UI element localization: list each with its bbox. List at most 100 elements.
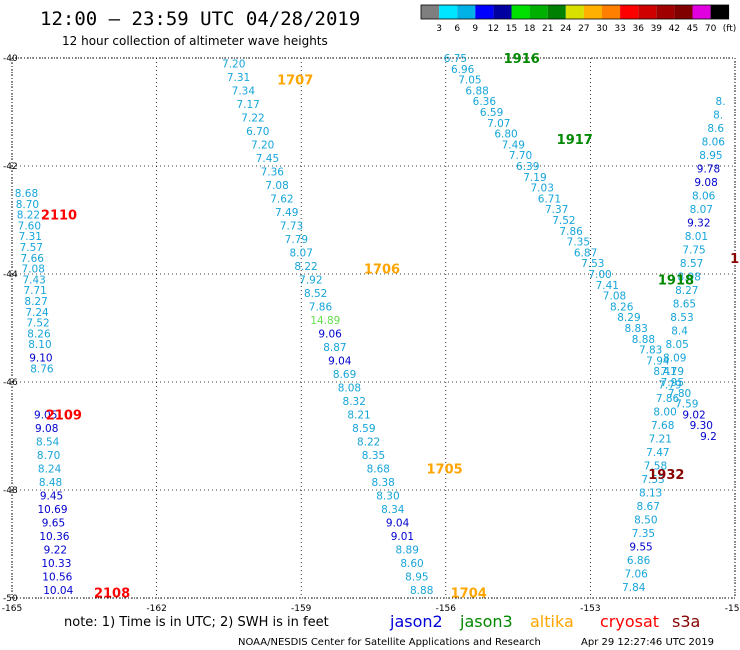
swh-value: 6.87	[574, 247, 597, 259]
swh-value: 8.22	[17, 210, 40, 222]
swh-value: 7.52	[552, 215, 575, 227]
swh-value: 8.76	[30, 364, 54, 376]
swh-value: 14.89	[310, 315, 340, 327]
swh-value: 7.06	[624, 569, 648, 581]
swh-value: 9.04	[386, 517, 410, 529]
swh-value: 8.29	[617, 312, 640, 324]
swh-value: 8.57	[680, 258, 703, 270]
swh-value: 8.13	[639, 488, 662, 500]
swh-value: 8.07	[290, 247, 313, 259]
swh-value: 7.45	[256, 153, 279, 165]
swh-value: 9.10	[29, 353, 52, 365]
grid-lines	[11, 57, 736, 599]
swh-value: 7.05	[458, 75, 481, 87]
swh-value: 8.87	[323, 342, 346, 354]
color-scale-label: 24	[560, 24, 572, 34]
swh-value: 8.59	[352, 423, 375, 435]
swh-value: 7.94	[646, 355, 670, 367]
pass-label: 1707	[277, 74, 313, 89]
swh-value: 7.20	[251, 139, 274, 151]
swh-value: 7.35	[567, 237, 590, 249]
swh-value: 8.70	[16, 199, 39, 211]
swh-value: 8.60	[400, 558, 423, 570]
swh-value: 9.08	[694, 177, 717, 189]
color-scale-frame	[420, 4, 730, 20]
swh-value: 8.32	[343, 396, 366, 408]
swh-value: 7.86	[656, 393, 680, 405]
swh-value: 7.08	[603, 291, 626, 303]
swh-value: 10.33	[41, 558, 71, 570]
color-scale-unit: (ft)	[723, 24, 737, 34]
swh-value: 8.41	[653, 366, 676, 378]
swh-value: 8.24	[38, 463, 62, 475]
swh-value: 9.02	[682, 409, 705, 421]
swh-value: 6.86	[627, 555, 651, 567]
swh-value: 7.58	[644, 461, 667, 473]
satellite-legend-entry: cryosat	[600, 612, 659, 631]
swh-value: 7.70	[509, 150, 532, 162]
y-tick-label: -50	[3, 594, 18, 604]
swh-value: 8.34	[381, 504, 405, 516]
swh-value: 7.08	[22, 264, 45, 276]
swh-value: 7.47	[646, 447, 669, 459]
swh-value: 6.59	[480, 107, 503, 119]
swh-value: 8.10	[28, 339, 51, 351]
swh-value: 7.31	[19, 231, 42, 243]
pass-label: 1917	[557, 133, 593, 148]
swh-value: 7.17	[236, 99, 259, 111]
chart-title: 12:00 – 23:59 UTC 04/28/2019	[40, 8, 360, 30]
swh-value: 8.30	[376, 490, 399, 502]
pass-label: 1706	[364, 263, 400, 278]
swh-value: 8.07	[690, 204, 713, 216]
swh-value: 8.69	[333, 369, 356, 381]
color-scale-label: 3	[436, 24, 442, 34]
swh-value: 8.67	[637, 501, 660, 513]
x-tick-label: -150	[725, 604, 740, 614]
swh-value: 8.68	[367, 463, 390, 475]
swh-value: 6.75	[444, 53, 467, 65]
color-scale-label: 39	[651, 24, 663, 34]
color-swatch	[457, 5, 476, 19]
swh-value: 8.6	[707, 123, 724, 135]
swh-value: 6.88	[465, 85, 488, 97]
color-scale-label: 27	[578, 24, 589, 34]
swh-value: 7.86	[559, 226, 583, 238]
swh-value: 8.22	[294, 261, 317, 273]
footer-credit: NOAA/NESDIS Center for Satellite Applica…	[238, 637, 541, 648]
swh-value: 8.88	[410, 585, 433, 597]
swh-value: 10.04	[43, 585, 73, 597]
swh-value: 8.27	[675, 285, 698, 297]
swh-value: 9.06	[318, 328, 342, 340]
color-scale-label: 9	[472, 24, 478, 34]
color-swatch	[620, 5, 639, 19]
swh-value: 7.73	[280, 220, 303, 232]
x-tick-label: -156	[436, 604, 457, 614]
swh-value: 7.49	[275, 207, 298, 219]
swh-value: 8.26	[27, 328, 51, 340]
y-tick-label: -44	[3, 270, 18, 280]
swh-value: 7.86	[309, 301, 333, 313]
swh-value: 7.84	[622, 582, 646, 594]
swh-value: 8.22	[357, 436, 380, 448]
y-tick-label: -48	[3, 486, 18, 496]
swh-value: 7.43	[22, 274, 45, 286]
swh-value: 9.30	[690, 420, 713, 432]
color-scale-label: 45	[687, 24, 698, 34]
y-tick-label: -40	[3, 54, 18, 64]
swh-value: 7.37	[545, 204, 568, 216]
pass-label: 1705	[427, 462, 463, 477]
swh-value: 7.59	[675, 399, 698, 411]
swh-value: 7.41	[596, 280, 619, 292]
swh-value: 6.39	[516, 161, 539, 173]
swh-value: 9.65	[42, 517, 65, 529]
swh-value: 7.79	[285, 234, 308, 246]
swh-value: 7.62	[270, 193, 293, 205]
color-swatch	[583, 5, 602, 19]
swh-value: 8.52	[304, 288, 327, 300]
swh-value: 7.49	[502, 139, 525, 151]
swh-value: 6.80	[494, 129, 517, 141]
color-swatch	[692, 5, 711, 19]
swh-value: 8.68	[15, 188, 38, 200]
swh-value: 10.69	[37, 504, 67, 516]
